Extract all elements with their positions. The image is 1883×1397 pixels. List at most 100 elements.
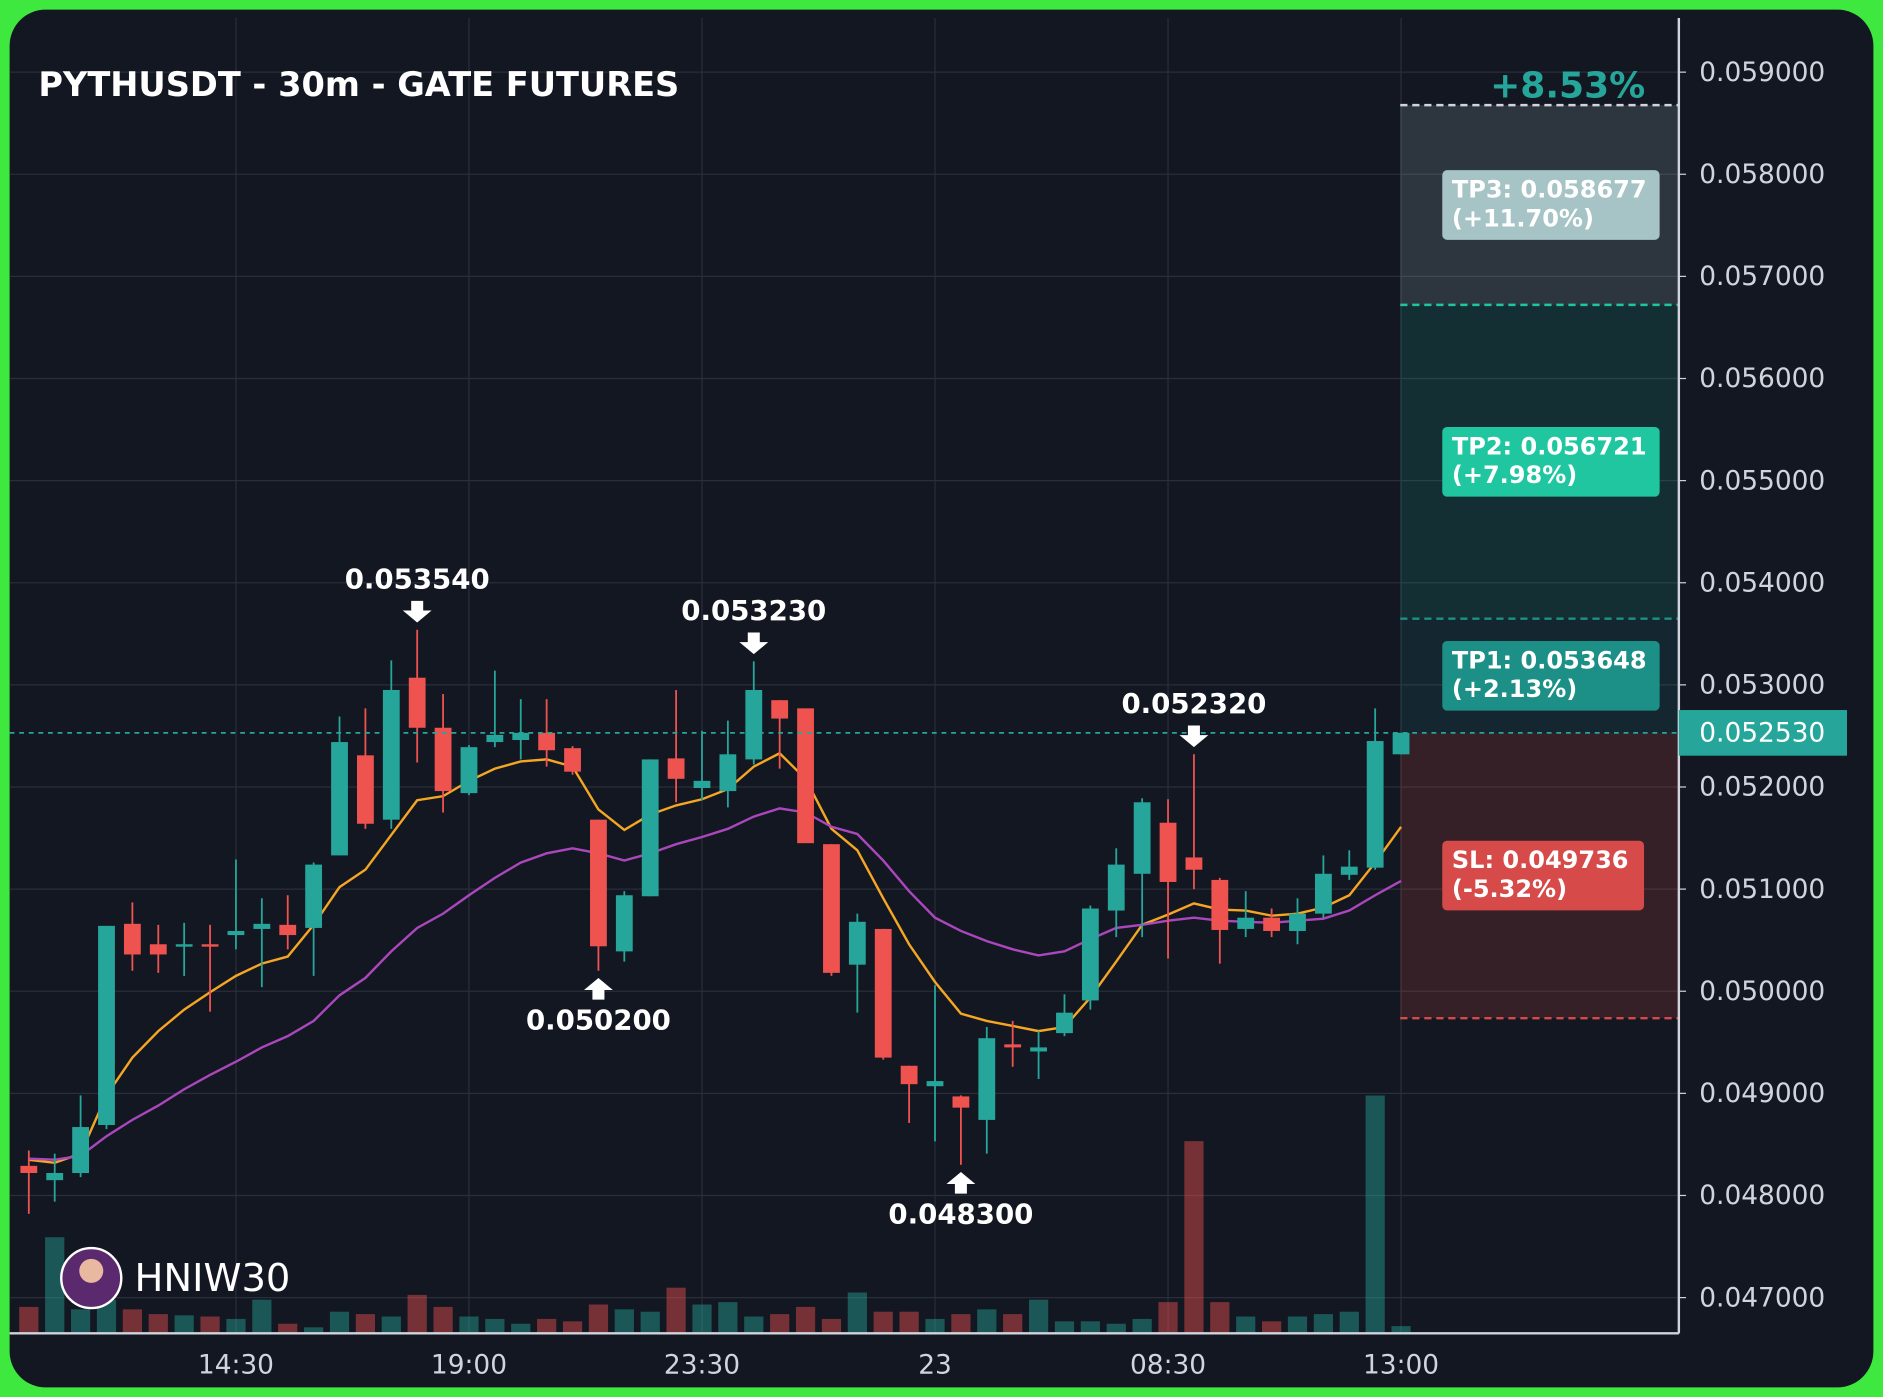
volume-bar [433, 1306, 453, 1334]
volume-bar [1054, 1321, 1075, 1334]
candle-body [227, 930, 245, 936]
profit-badge: +8.53% [1490, 66, 1645, 107]
y-tick-label: 0.057000 [1699, 261, 1825, 292]
y-tick-label: 0.056000 [1699, 363, 1825, 394]
volume-bar [329, 1311, 350, 1334]
annotation-arrow [739, 632, 769, 655]
candle-body [1107, 864, 1125, 911]
target-label: TP3: 0.058677 [1452, 176, 1647, 204]
volume-bar [19, 1306, 39, 1334]
volume-bar [407, 1294, 427, 1334]
candle-body [1185, 857, 1203, 870]
candle-body [1289, 913, 1306, 931]
volume-bar [1339, 1311, 1359, 1334]
candle-body [98, 925, 115, 1126]
candle-body [305, 864, 323, 928]
volume-bar [821, 1318, 842, 1334]
volume-bar [588, 1304, 609, 1334]
y-tick-label: 0.052000 [1699, 772, 1825, 803]
candle-body [1392, 732, 1410, 755]
target-label: TP1: 0.053648 [1452, 646, 1647, 674]
volume-bar [1080, 1321, 1100, 1334]
candle-body [719, 754, 737, 792]
volume-bar [666, 1287, 686, 1334]
volume-bar [640, 1311, 660, 1334]
last-price-label: 0.052530 [1699, 718, 1825, 749]
candle-body [1366, 741, 1384, 868]
volume-bar [562, 1321, 583, 1334]
annotation-arrow [584, 978, 613, 1000]
volume-bar [795, 1306, 816, 1334]
target-box [1442, 426, 1660, 497]
candle-body [1081, 908, 1099, 1001]
candle-body [952, 1096, 970, 1108]
annotation-label: 0.052320 [1121, 687, 1266, 720]
volume-bar [511, 1323, 531, 1334]
candle-body [1263, 917, 1281, 931]
candle-body [926, 1081, 944, 1087]
candle-body [1314, 873, 1332, 914]
y-tick-label: 0.053000 [1699, 670, 1825, 701]
candle-body [123, 923, 141, 955]
stop-change: (-5.32%) [1452, 875, 1567, 903]
last-price-tag [1678, 710, 1847, 756]
volume-bar [1106, 1323, 1126, 1334]
candle-body [460, 747, 478, 794]
candle-body [1030, 1047, 1047, 1052]
y-tick-label: 0.049000 [1699, 1078, 1825, 1109]
volume-bar [770, 1314, 790, 1334]
candle-body [874, 928, 892, 1058]
annotation-arrow [402, 600, 432, 623]
target-box [1442, 170, 1660, 240]
candle-body [745, 689, 763, 760]
candle-body [408, 677, 426, 728]
candle-body [382, 689, 400, 820]
x-tick-label: 08:30 [1130, 1349, 1206, 1380]
moving-average-line [28, 807, 1402, 1161]
volume-bar [718, 1302, 738, 1334]
candle-body [175, 944, 193, 947]
volume-bar [1313, 1314, 1333, 1334]
candle-body [279, 924, 297, 936]
x-tick-label: 23:30 [664, 1349, 740, 1380]
avatar-face [79, 1258, 104, 1283]
volume-bar [873, 1311, 893, 1334]
candle-body [434, 727, 452, 792]
y-tick-label: 0.051000 [1699, 874, 1825, 905]
volume-bar [925, 1318, 945, 1334]
candle-body [641, 759, 659, 897]
x-tick-label: 13:00 [1363, 1349, 1439, 1380]
candle-body [667, 758, 685, 779]
annotation-arrow [1179, 725, 1209, 748]
volume-bar [692, 1304, 712, 1334]
target-label: TP2: 0.056721 [1452, 432, 1647, 460]
candle-body [253, 923, 271, 929]
volume-bar [614, 1309, 634, 1334]
volume-bar [1236, 1316, 1256, 1334]
volume-bar [70, 1309, 91, 1334]
target-box [1442, 640, 1660, 711]
volume-bar [1028, 1299, 1049, 1334]
candle-body [797, 708, 814, 844]
volume-bar [847, 1292, 867, 1334]
stop-label: SL: 0.049736 [1452, 846, 1629, 874]
volume-bar [459, 1316, 479, 1334]
x-tick-label: 19:00 [431, 1349, 507, 1380]
candle-body [848, 921, 866, 965]
y-tick-label: 0.058000 [1699, 159, 1825, 190]
target-change: (+7.98%) [1452, 461, 1577, 489]
candle-body [978, 1038, 996, 1120]
candle-body [1159, 822, 1177, 882]
candle-body [771, 700, 789, 719]
volume-bar [148, 1314, 168, 1334]
y-tick-label: 0.059000 [1699, 57, 1825, 88]
y-tick-label: 0.055000 [1699, 465, 1825, 496]
volume-bar [1287, 1316, 1308, 1334]
candle-body [486, 734, 504, 743]
candle-body [1237, 917, 1255, 929]
volume-bar [252, 1299, 272, 1334]
candle-body [201, 944, 219, 947]
annotation-arrow [946, 1172, 976, 1194]
candle-body [900, 1065, 918, 1085]
